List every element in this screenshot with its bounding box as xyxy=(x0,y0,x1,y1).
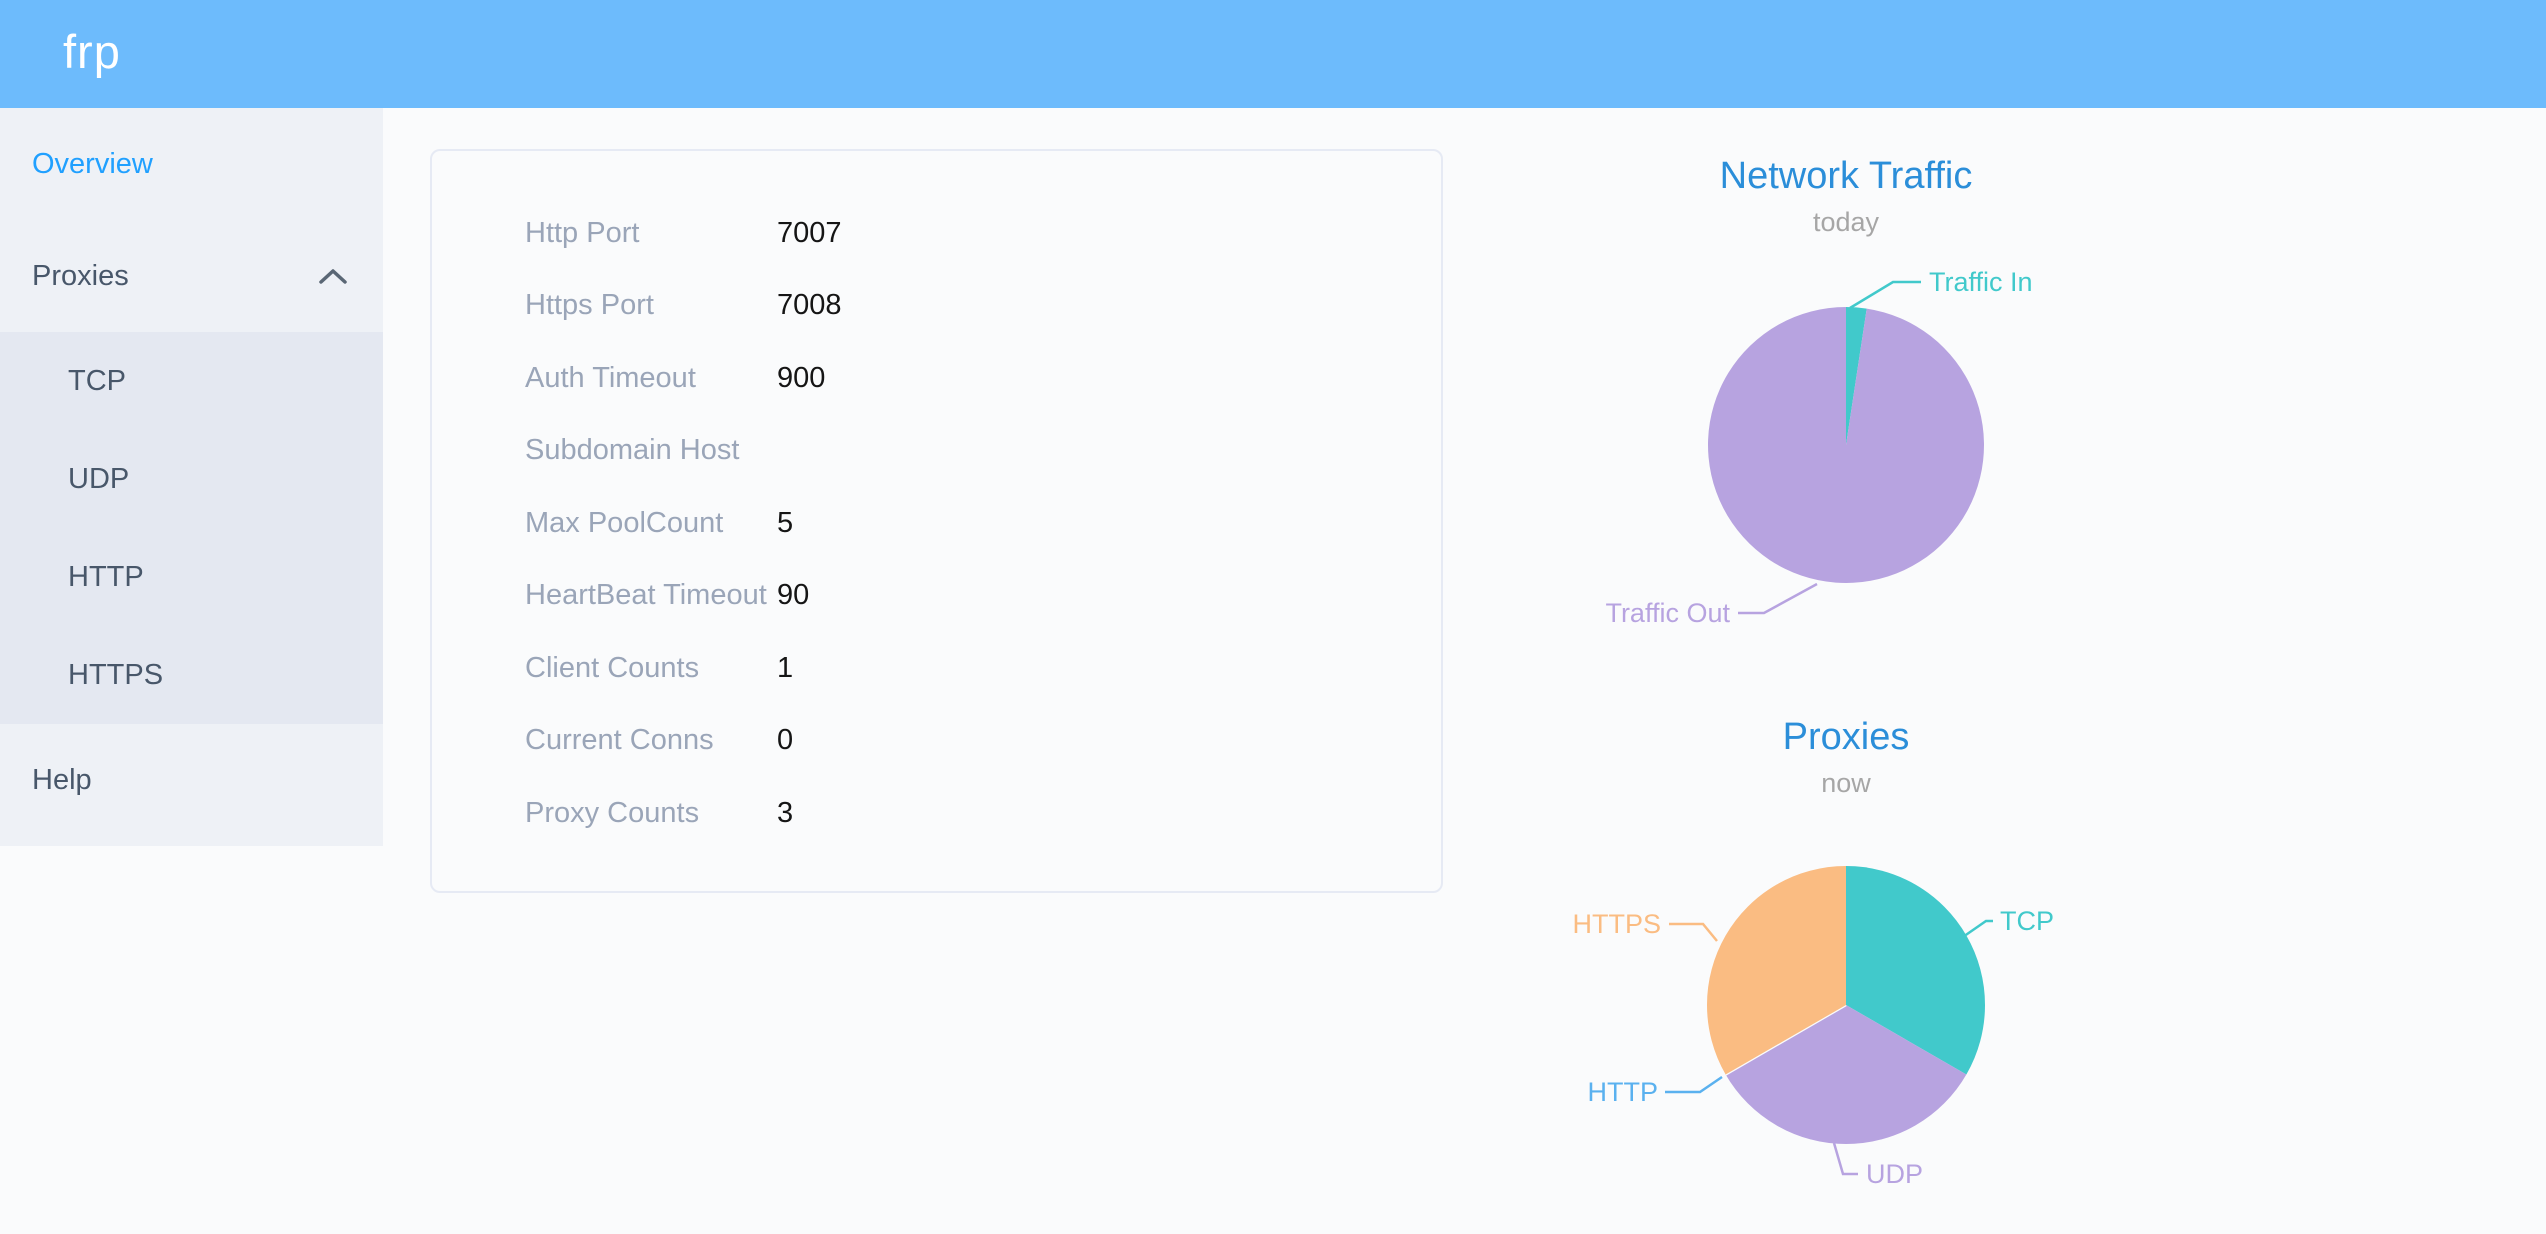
proxies-label-https: HTTPS xyxy=(1572,909,1661,939)
sidebar-item-label: HTTPS xyxy=(68,659,164,691)
info-row-value: 1 xyxy=(777,651,794,684)
info-row: Subdomain Host xyxy=(432,415,1441,488)
sidebar-item-label: TCP xyxy=(68,365,126,397)
server-info-rows: Http Port 7007 Https Port 7008 Auth Timeout 9… xyxy=(432,197,1441,850)
sidebar-item-help[interactable]: Help xyxy=(0,724,383,836)
network-traffic-label-line-traffic-in xyxy=(1849,280,1921,310)
info-row: Auth Timeout 900 xyxy=(432,342,1441,415)
info-row-label: Http Port xyxy=(525,216,640,249)
info-row: Current Conns 0 xyxy=(432,705,1441,778)
info-row-value: 0 xyxy=(777,724,794,757)
sidebar-item-label: Proxies xyxy=(32,259,129,292)
frp-logo: frp xyxy=(63,25,121,78)
info-row-label: Auth Timeout xyxy=(525,361,696,394)
info-row: Http Port 7007 xyxy=(432,197,1441,270)
sidebar-item-http[interactable]: HTTP xyxy=(0,528,383,626)
info-row-value: 3 xyxy=(777,796,794,829)
proxies-label-udp: UDP xyxy=(1866,1159,1923,1189)
proxies-chart-title: Proxies xyxy=(1782,716,1910,758)
proxies-label-http: HTTP xyxy=(1588,1077,1659,1107)
sidebar-item-overview[interactable]: Overview xyxy=(0,108,383,220)
info-row: Client Counts 1 xyxy=(432,632,1441,705)
proxies-label-line-http xyxy=(1665,1075,1723,1094)
info-row-label: HeartBeat Timeout xyxy=(525,579,767,612)
sidebar-item-label: HTTP xyxy=(68,561,144,593)
info-row: Max PoolCount 5 xyxy=(432,487,1441,560)
sidebar-item-label: UDP xyxy=(68,463,130,495)
info-row-label: Subdomain Host xyxy=(525,434,740,467)
info-row-value: 900 xyxy=(777,361,826,394)
sidebar-item-label: Help xyxy=(32,764,92,796)
server-info-card: Http Port 7007 Https Port 7008 Auth Timeout 9… xyxy=(430,149,1443,893)
sidebar-item-proxies[interactable]: Proxies xyxy=(0,220,383,332)
network-traffic-slice-traffic-out[interactable] xyxy=(1707,307,1984,583)
info-row: HeartBeat Timeout 90 xyxy=(432,560,1441,633)
sidebar: Overview Proxies TCP UDP HTTP HTTPS Help xyxy=(0,108,383,846)
info-row: Proxy Counts 3 xyxy=(432,777,1441,850)
sidebar-submenu-proxies: TCP UDP HTTP HTTPS xyxy=(0,332,383,724)
sidebar-item-label: Overview xyxy=(32,148,153,180)
proxies-label-tcp: TCP xyxy=(2000,906,2054,936)
network-traffic-label-traffic-out: Traffic Out xyxy=(1605,598,1730,628)
info-row: Https Port 7008 xyxy=(432,270,1441,343)
network-traffic-slice-traffic-in[interactable] xyxy=(1846,307,1867,445)
chevron-up-icon xyxy=(319,269,347,284)
proxies-slice-https[interactable] xyxy=(1707,866,1846,1075)
proxies-label-line-udp xyxy=(1832,1142,1858,1176)
network-traffic-title: Network Traffic xyxy=(1719,155,1973,197)
info-row-label: Current Conns xyxy=(525,724,714,757)
sidebar-item-udp[interactable]: UDP xyxy=(0,430,383,528)
proxies-slice-tcp[interactable] xyxy=(1846,866,1986,1075)
proxies-label-line-https xyxy=(1669,922,1718,942)
sidebar-item-tcp[interactable]: TCP xyxy=(0,332,383,430)
info-row-label: Proxy Counts xyxy=(525,796,700,829)
info-row-value: 7007 xyxy=(777,216,842,249)
network-traffic-label-line-traffic-out xyxy=(1738,582,1818,615)
info-row-label: Max PoolCount xyxy=(525,506,724,539)
proxies-chart-subtitle: now xyxy=(1821,768,1871,798)
sidebar-item-https[interactable]: HTTPS xyxy=(0,626,383,724)
app-header: frp xyxy=(0,0,2546,108)
info-row-value: 5 xyxy=(777,506,794,539)
info-row-label: Https Port xyxy=(525,289,654,322)
network-traffic-label-traffic-in: Traffic In xyxy=(1929,267,2033,297)
info-row-value: 7008 xyxy=(777,289,842,322)
network-traffic-subtitle: today xyxy=(1812,207,1880,237)
info-row-label: Client Counts xyxy=(525,651,700,684)
info-row-value: 90 xyxy=(777,579,810,612)
